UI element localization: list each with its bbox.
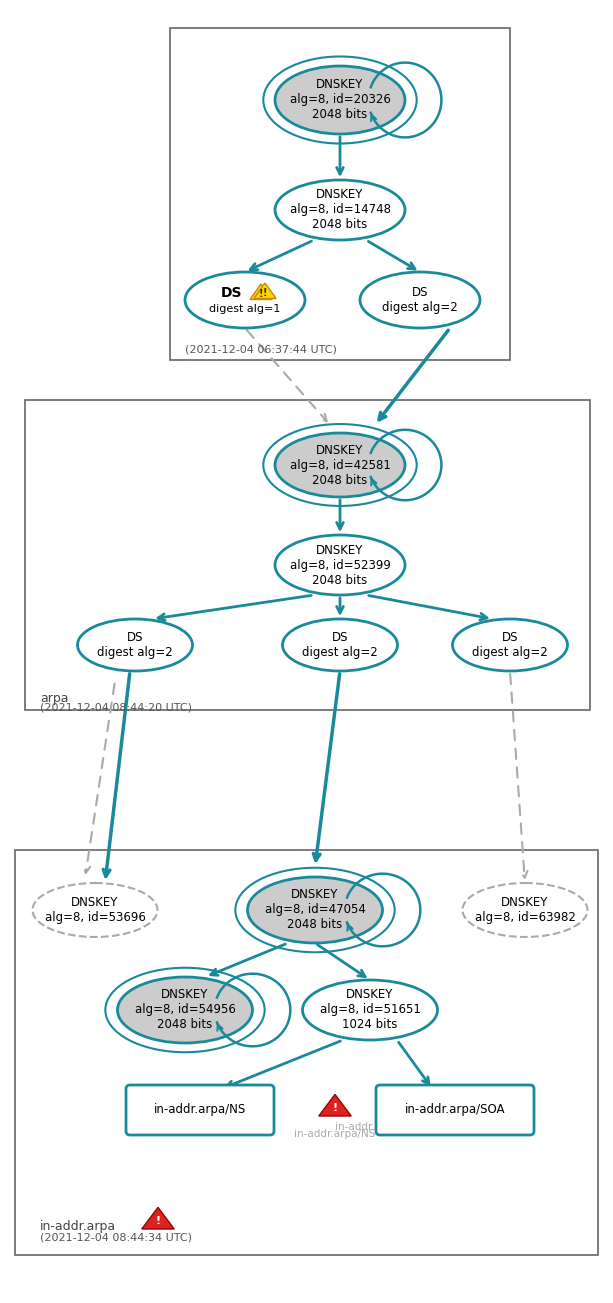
Polygon shape bbox=[142, 1208, 174, 1229]
Text: DNSKEY
alg=8, id=52399
2048 bits: DNSKEY alg=8, id=52399 2048 bits bbox=[289, 543, 390, 586]
Ellipse shape bbox=[275, 536, 405, 595]
Polygon shape bbox=[319, 1095, 351, 1115]
Text: DNSKEY
alg=8, id=47054
2048 bits: DNSKEY alg=8, id=47054 2048 bits bbox=[265, 889, 365, 932]
Text: DNSKEY
alg=8, id=54956
2048 bits: DNSKEY alg=8, id=54956 2048 bits bbox=[135, 989, 235, 1032]
Text: DNSKEY
alg=8, id=53696: DNSKEY alg=8, id=53696 bbox=[45, 896, 145, 924]
Text: DS
digest alg=2: DS digest alg=2 bbox=[97, 631, 173, 659]
Text: in-addr.arpa/NS: in-addr.arpa/NS bbox=[154, 1104, 246, 1117]
Text: in-addr.arpa/NS: in-addr.arpa/NS bbox=[335, 1122, 416, 1132]
Text: (2021-12-04 08:44:20 UTC): (2021-12-04 08:44:20 UTC) bbox=[40, 704, 192, 713]
Text: in-addr.arpa/SOA: in-addr.arpa/SOA bbox=[405, 1104, 505, 1117]
Ellipse shape bbox=[283, 619, 397, 671]
Text: DNSKEY
alg=8, id=20326
2048 bits: DNSKEY alg=8, id=20326 2048 bits bbox=[289, 78, 390, 121]
Text: DNSKEY
alg=8, id=42581
2048 bits: DNSKEY alg=8, id=42581 2048 bits bbox=[289, 443, 390, 486]
Ellipse shape bbox=[360, 272, 480, 328]
Text: in-addr.arpa: in-addr.arpa bbox=[40, 1220, 116, 1233]
Ellipse shape bbox=[248, 877, 383, 943]
Text: DS
digest alg=2: DS digest alg=2 bbox=[472, 631, 548, 659]
Ellipse shape bbox=[462, 883, 587, 937]
Ellipse shape bbox=[77, 619, 192, 671]
Bar bbox=[170, 27, 510, 360]
Text: (2021-12-04 08:44:34 UTC): (2021-12-04 08:44:34 UTC) bbox=[40, 1233, 192, 1243]
Ellipse shape bbox=[32, 883, 158, 937]
Text: in-addr.arpa/NS: in-addr.arpa/NS bbox=[294, 1128, 376, 1139]
Bar bbox=[25, 400, 590, 710]
Text: .: . bbox=[185, 351, 189, 364]
Ellipse shape bbox=[275, 180, 405, 240]
Ellipse shape bbox=[302, 980, 438, 1040]
FancyBboxPatch shape bbox=[126, 1085, 274, 1135]
Ellipse shape bbox=[452, 619, 568, 671]
Polygon shape bbox=[250, 284, 272, 300]
Text: DS: DS bbox=[220, 285, 242, 300]
Text: !: ! bbox=[259, 289, 263, 300]
Text: !: ! bbox=[156, 1216, 161, 1226]
Bar bbox=[15, 850, 598, 1255]
Text: DS
digest alg=2: DS digest alg=2 bbox=[382, 285, 458, 314]
Polygon shape bbox=[254, 283, 276, 298]
Ellipse shape bbox=[275, 433, 405, 496]
Text: digest alg=1: digest alg=1 bbox=[209, 304, 281, 314]
Text: DNSKEY
alg=8, id=14748
2048 bits: DNSKEY alg=8, id=14748 2048 bits bbox=[289, 189, 390, 232]
Ellipse shape bbox=[275, 66, 405, 134]
Text: (2021-12-04 06:37:44 UTC): (2021-12-04 06:37:44 UTC) bbox=[185, 345, 337, 354]
FancyBboxPatch shape bbox=[376, 1085, 534, 1135]
Text: DNSKEY
alg=8, id=63982: DNSKEY alg=8, id=63982 bbox=[474, 896, 576, 924]
Text: !: ! bbox=[263, 288, 267, 298]
Text: DS
digest alg=2: DS digest alg=2 bbox=[302, 631, 378, 659]
Ellipse shape bbox=[118, 977, 253, 1042]
Text: !: ! bbox=[332, 1102, 338, 1113]
Text: arpa: arpa bbox=[40, 692, 69, 705]
Ellipse shape bbox=[185, 272, 305, 328]
Text: DNSKEY
alg=8, id=51651
1024 bits: DNSKEY alg=8, id=51651 1024 bits bbox=[319, 989, 421, 1032]
